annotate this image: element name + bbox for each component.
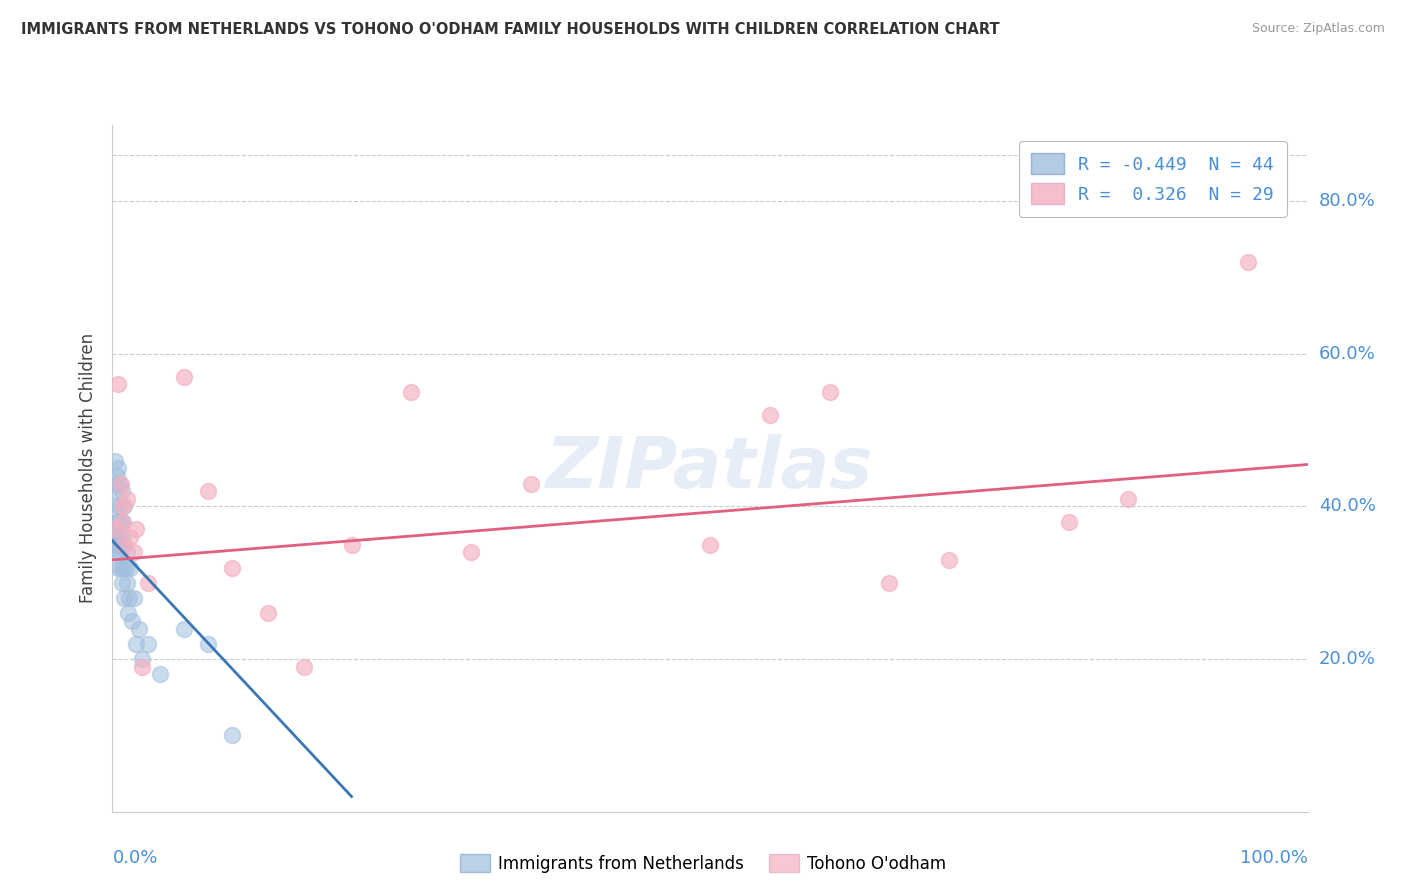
Point [121,614,143,628]
Point [173,622,195,636]
Point [110,476,132,491]
Text: 0.0%: 0.0% [112,849,157,868]
Point [108,476,131,491]
Point [104,484,127,499]
Point [105,469,128,483]
Point [1057,515,1080,529]
Point [112,560,135,574]
Point [520,476,543,491]
Point [138,575,160,590]
Point [699,538,721,552]
Point [111,515,134,529]
Point [108,500,131,514]
Point [221,560,243,574]
Legend: Immigrants from Netherlands, Tohono O'odham: Immigrants from Netherlands, Tohono O'od… [453,847,953,880]
Point [292,659,315,673]
Point [125,637,148,651]
Point [108,545,131,559]
Point [122,545,145,559]
Point [120,560,142,574]
Point [877,575,900,590]
Point [105,538,128,552]
Point [114,560,136,574]
Point [460,545,482,559]
Point [118,591,141,605]
Text: IMMIGRANTS FROM NETHERLANDS VS TOHONO O'ODHAM FAMILY HOUSEHOLDS WITH CHILDREN CO: IMMIGRANTS FROM NETHERLANDS VS TOHONO O'… [21,22,1000,37]
Point [110,515,132,529]
Point [401,384,423,399]
Point [173,369,195,384]
Point [105,515,128,529]
Point [111,575,134,590]
Point [759,408,782,422]
Point [1237,255,1260,269]
Point [115,575,138,590]
Point [114,500,135,514]
Point [107,560,129,574]
Point [197,637,219,651]
Point [114,538,135,552]
Point [128,622,150,636]
Point [103,530,125,544]
Point [111,530,134,544]
Point [149,667,172,681]
Point [117,607,139,621]
Point [110,538,132,552]
Text: Source: ZipAtlas.com: Source: ZipAtlas.com [1251,22,1385,36]
Point [107,530,129,544]
Point [104,453,127,467]
Point [107,377,129,392]
Y-axis label: Family Households with Children: Family Households with Children [79,334,97,603]
Point [107,461,129,475]
Point [114,538,135,552]
Text: 80.0%: 80.0% [1319,192,1375,211]
Point [105,500,128,514]
Point [105,522,128,536]
Point [221,728,243,742]
Text: 60.0%: 60.0% [1319,345,1375,363]
Legend: R = -0.449  N = 44, R =  0.326  N = 29: R = -0.449 N = 44, R = 0.326 N = 29 [1018,141,1286,217]
Point [818,384,841,399]
Point [131,659,153,673]
Point [110,560,132,574]
Point [111,484,134,499]
Point [115,545,138,559]
Point [197,484,219,499]
Point [131,652,153,666]
Text: 40.0%: 40.0% [1319,498,1375,516]
Text: ZIPatlas: ZIPatlas [547,434,873,503]
Point [340,538,363,552]
Point [114,591,135,605]
Point [138,637,160,651]
Point [105,545,128,559]
Point [108,530,131,544]
Point [112,500,135,514]
Point [115,491,138,506]
Text: 20.0%: 20.0% [1319,650,1375,668]
Point [122,591,145,605]
Text: 100.0%: 100.0% [1240,849,1308,868]
Point [112,515,135,529]
Point [125,522,148,536]
Point [1116,491,1139,506]
Point [105,476,128,491]
Point [257,607,280,621]
Point [938,553,960,567]
Point [120,530,142,544]
Point [107,515,129,529]
